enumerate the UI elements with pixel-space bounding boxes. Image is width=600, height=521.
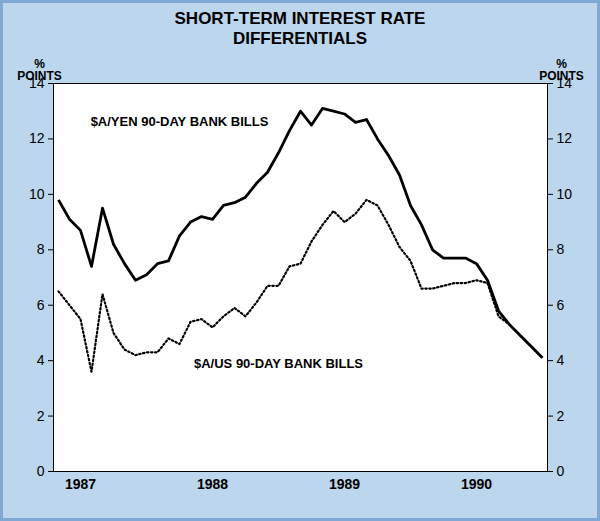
svg-text:6: 6 [37, 297, 45, 313]
svg-text:1987: 1987 [65, 476, 96, 492]
svg-text:8: 8 [557, 241, 565, 257]
svg-text:2: 2 [37, 408, 45, 424]
svg-text:6: 6 [557, 297, 565, 313]
svg-text:10: 10 [29, 186, 45, 202]
svg-text:12: 12 [557, 130, 573, 146]
svg-text:%POINTS: %POINTS [17, 57, 62, 83]
svg-text:1988: 1988 [197, 476, 228, 492]
svg-text:14: 14 [556, 75, 573, 91]
svg-text:1989: 1989 [329, 476, 360, 492]
svg-text:4: 4 [37, 352, 45, 368]
svg-text:14: 14 [28, 75, 45, 91]
svg-text:0: 0 [557, 463, 565, 479]
svg-text:2: 2 [557, 408, 565, 424]
svg-text:8: 8 [37, 241, 45, 257]
svg-text:0: 0 [37, 463, 45, 479]
svg-text:%POINTS: %POINTS [539, 57, 584, 83]
svg-text:10: 10 [557, 186, 573, 202]
html-text:SHORT-TERM INTEREST RATE DIFFE: SHORT-TERM INTEREST RATE DIFFERENTIALS [174, 9, 426, 48]
svg-text:1990: 1990 [461, 476, 492, 492]
svg-text:12: 12 [29, 130, 45, 146]
svg-text:$A/US 90-DAY BANK BILLS: $A/US 90-DAY BANK BILLS [194, 356, 363, 371]
svg-text:$A/YEN 90-DAY BANK BILLS: $A/YEN 90-DAY BANK BILLS [91, 114, 269, 129]
svg-text:4: 4 [557, 352, 565, 368]
